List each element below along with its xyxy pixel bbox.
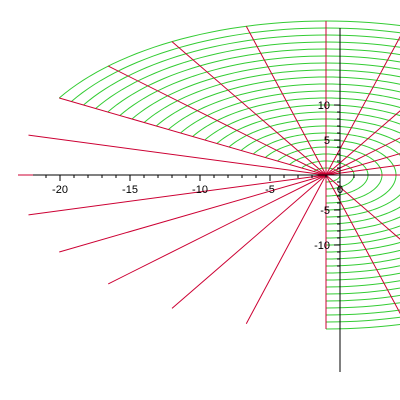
y-tick-label: 5 xyxy=(324,135,330,147)
green-arc-curves xyxy=(58,20,400,330)
red-radial-21 xyxy=(325,174,400,240)
red-radial-8 xyxy=(245,26,327,176)
green-arc-15 xyxy=(143,69,400,281)
green-arc-12 xyxy=(180,90,400,260)
green-arc-20 xyxy=(83,34,400,316)
green-arc-14 xyxy=(155,76,400,274)
red-radial-12 xyxy=(28,134,327,176)
red-radial-16 xyxy=(107,174,327,285)
y-tick-label: -10 xyxy=(314,240,330,252)
red-radial-6 xyxy=(325,35,400,176)
green-arc-9 xyxy=(216,111,400,239)
green-arc-18 xyxy=(107,48,400,302)
y-tick-label: -5 xyxy=(320,205,330,217)
green-arc-10 xyxy=(204,104,400,246)
green-arc-22 xyxy=(58,20,400,330)
red-radial-curves xyxy=(18,21,400,329)
red-radial-9 xyxy=(171,41,327,176)
green-arc-16 xyxy=(131,62,400,288)
green-arc-13 xyxy=(168,83,400,267)
red-radial-2 xyxy=(325,164,400,176)
axes: -20 -15 -10 -5 0 10 5 -5 -10 xyxy=(33,28,380,372)
x-tick-label: 0 xyxy=(337,184,343,196)
green-arc-8 xyxy=(228,118,400,232)
x-tick-label: -15 xyxy=(122,184,138,196)
green-arc-19 xyxy=(95,41,400,309)
x-tick-label: -5 xyxy=(265,184,275,196)
green-arc-21 xyxy=(71,27,400,323)
red-radial-15 xyxy=(59,174,327,253)
red-radial-4 xyxy=(325,137,400,176)
y-tick-label: 10 xyxy=(318,100,330,112)
red-radial-14 xyxy=(28,174,327,216)
red-radial-11 xyxy=(59,97,327,176)
red-radial-10 xyxy=(107,65,327,176)
green-arc-11 xyxy=(192,97,400,253)
red-radial-17 xyxy=(171,174,327,309)
green-arc-7 xyxy=(240,125,400,225)
red-radial-5 xyxy=(325,110,400,176)
red-radial-3 xyxy=(325,153,400,176)
green-arc-17 xyxy=(119,55,400,295)
red-radial-20 xyxy=(325,174,400,315)
x-tick-label: -10 xyxy=(192,184,208,196)
red-radial-18 xyxy=(245,174,327,324)
x-tick-label: -20 xyxy=(52,184,68,196)
